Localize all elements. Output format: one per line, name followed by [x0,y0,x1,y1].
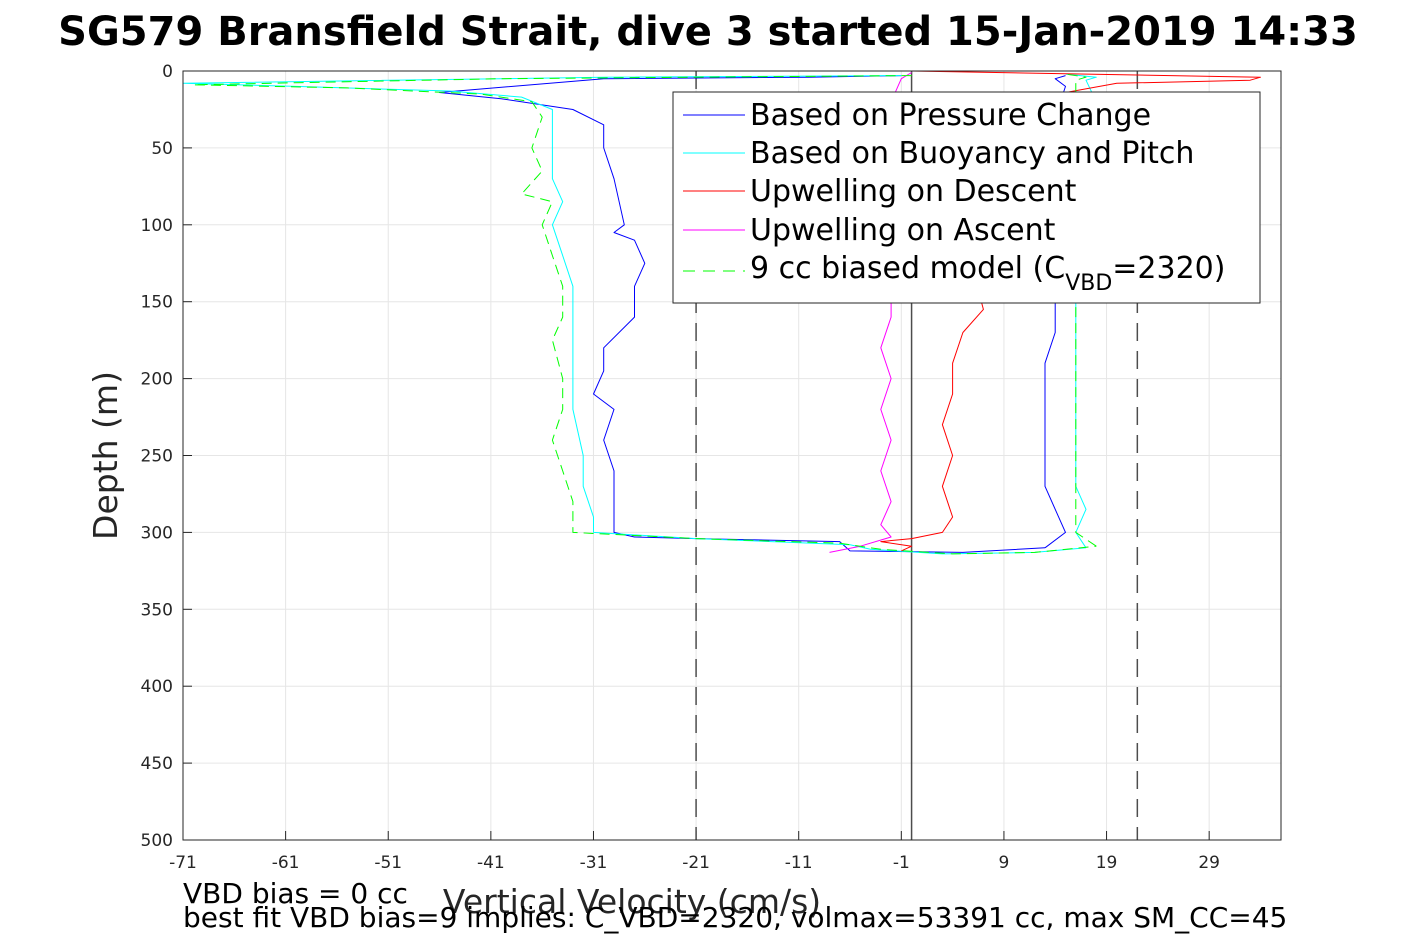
x-tick-labels: -71 -61 -51 -41 -31 -21 -11 -1 9 19 29 [169,853,1220,873]
y-tick-label: 50 [151,139,173,159]
x-tick-label: 19 [1096,853,1118,873]
legend-label-buoyancy: Based on Buoyancy and Pitch [750,136,1194,171]
y-tick-label: 350 [141,600,173,620]
axes-box [182,70,1282,841]
x-tick-label: 29 [1198,853,1220,873]
y-axis-label: Depth (m) [86,371,125,540]
legend-label-biased-main: 9 cc biased model (C [750,251,1065,286]
legend-label-biased-tail: =2320) [1112,251,1225,286]
annotation-best-fit: best fit VBD bias=9 implies: C_VBD=2320,… [183,901,1287,934]
legend-label-biased-model: 9 cc biased model (CVBD=2320) [750,251,1225,296]
y-tick-labels: 0 50 100 150 200 250 300 350 400 450 500 [141,62,173,851]
x-tick-label: -41 [477,853,505,873]
legend-label-upwelling-ascent: Upwelling on Ascent [750,213,1056,248]
legend-label-biased-sub: VBD [1065,271,1112,296]
chart-title: SG579 Bransfield Strait, dive 3 started … [58,9,1358,55]
y-tick-label: 250 [141,447,173,467]
x-axis-label: Vertical Velocity (cm/s) [443,882,821,921]
y-tick-label: 200 [141,370,173,390]
x-tick-label: -71 [169,853,197,873]
y-tick-label: 100 [141,216,173,236]
annotation-vbd-bias: VBD bias = 0 cc [183,877,408,910]
legend: Based on Pressure Change Based on Buoyan… [672,91,1261,304]
series-line-2 [182,75,1087,555]
x-tick-label: -31 [580,853,608,873]
series-line-6 [192,75,1097,555]
x-tick-label: -21 [682,853,710,873]
legend-box [672,91,1261,304]
x-tick-label: -51 [374,853,402,873]
x-tick-label: -1 [893,853,910,873]
y-tick-label: 500 [141,831,173,851]
y-tick-label: 400 [141,677,173,697]
y-tick-label: 450 [141,754,173,774]
series-line-0 [439,75,1046,553]
y-tick-label: 0 [162,62,173,82]
y-tick-label: 150 [141,293,173,313]
series-line-4 [880,70,1261,552]
legend-label-upwelling-descent: Upwelling on Descent [750,174,1077,209]
x-tick-label: 9 [999,853,1010,873]
legend-label-pressure: Based on Pressure Change [750,98,1151,133]
x-tick-label: -61 [272,853,300,873]
y-tick-label: 300 [141,523,173,543]
x-tick-label: -11 [785,853,813,873]
